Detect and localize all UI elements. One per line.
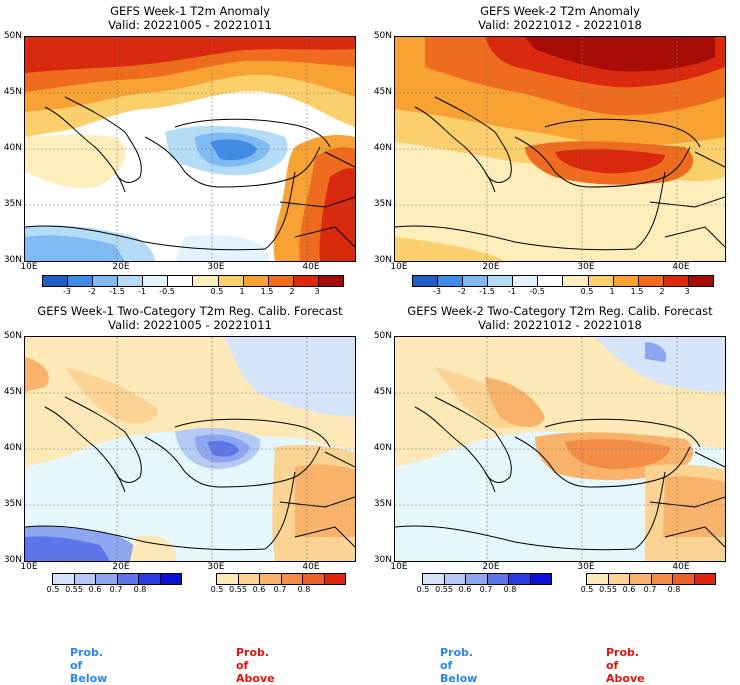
lat-label: 30N (373, 255, 392, 265)
panel-title: GEFS Week-1 Two-Category T2m Reg. Calib.… (37, 304, 343, 318)
colorbar-tick: 0.7 (109, 585, 123, 594)
colorbar-tick: 0.6 (458, 585, 472, 594)
lon-label: 10E (20, 262, 38, 272)
lon-label: 20E (112, 262, 130, 272)
colorbar-tick: -3 (63, 287, 71, 296)
lon-label: 20E (482, 562, 500, 572)
map-week1-probability (24, 336, 356, 562)
colorbar-tick: 0.55 (229, 585, 247, 594)
colorbar-tick: 2 (659, 287, 665, 296)
lon-label: 40E (302, 262, 320, 272)
colorbar-tick: -1.5 (479, 287, 495, 296)
lat-label: 30N (3, 255, 22, 265)
lat-label: 45N (373, 87, 392, 97)
colorbar-tick: -0.5 (529, 287, 545, 296)
lat-label: 35N (373, 199, 392, 209)
colorbar-tick: 0.8 (297, 585, 311, 594)
map-week2-probability (394, 336, 726, 562)
lon-label: 10E (390, 562, 408, 572)
panel-title: GEFS Week-1 T2m Anomaly (110, 4, 270, 18)
lon-label: 20E (482, 262, 500, 272)
colorbar-tick: 0.7 (643, 585, 657, 594)
colorbar-tick: 0.5 (210, 585, 224, 594)
colorbar-tick: 0.5 (46, 585, 60, 594)
colorbar-tick: 0.6 (252, 585, 266, 594)
colorbar-tick: 0.55 (65, 585, 83, 594)
lat-label: 40N (373, 143, 392, 153)
map-week2-anomaly (394, 36, 726, 262)
colorbar-tick: -2 (458, 287, 466, 296)
colorbar-tick: -0.5 (159, 287, 175, 296)
lon-label: 40E (672, 562, 690, 572)
colorbar-tick: 1.5 (260, 287, 274, 296)
colorbar-tick: -3 (433, 287, 441, 296)
anomaly-colorbar (412, 275, 714, 287)
colorbar-tick: 1 (609, 287, 615, 296)
colorbar-tick: 0.5 (416, 585, 430, 594)
prob-below-label: Prob. of Below (440, 646, 478, 685)
prob-below-colorbar (422, 573, 552, 585)
lon-label: 40E (302, 562, 320, 572)
colorbar-tick: 1.5 (630, 287, 644, 296)
colorbar-tick: 0.55 (599, 585, 617, 594)
colorbar-tick: 3 (314, 287, 320, 296)
colorbar-tick: -1 (138, 287, 146, 296)
lat-label: 50N (3, 331, 22, 341)
prob-below-label: Prob. of Below (70, 646, 108, 685)
panel-valid-dates: Valid: 20221005 - 20221011 (108, 318, 272, 332)
lon-label: 10E (20, 562, 38, 572)
colorbar-tick: 0.5 (580, 287, 594, 296)
panel-valid-dates: Valid: 20221005 - 20221011 (108, 18, 272, 32)
lon-label: 30E (207, 262, 225, 272)
lat-label: 45N (373, 387, 392, 397)
colorbar-tick: 0.5 (210, 287, 224, 296)
colorbar-tick: 1 (239, 287, 245, 296)
map-week1-anomaly (24, 36, 356, 262)
lon-label: 20E (112, 562, 130, 572)
colorbar-tick: 0.6 (88, 585, 102, 594)
colorbar-tick: 0.8 (667, 585, 681, 594)
lat-label: 30N (373, 555, 392, 565)
prob-above-label: Prob. of Above (606, 646, 645, 685)
colorbar-tick: 2 (289, 287, 295, 296)
colorbar-tick: 0.55 (435, 585, 453, 594)
colorbar-tick: -2 (88, 287, 96, 296)
lat-label: 30N (3, 555, 22, 565)
prob-above-colorbar (586, 573, 716, 585)
lon-label: 10E (390, 262, 408, 272)
colorbar-tick: 0.5 (580, 585, 594, 594)
prob-below-colorbar (52, 573, 182, 585)
colorbar-tick: 3 (684, 287, 690, 296)
lat-label: 50N (373, 31, 392, 41)
lat-label: 45N (3, 387, 22, 397)
lat-label: 40N (3, 443, 22, 453)
lat-label: 35N (3, 199, 22, 209)
lon-label: 30E (207, 562, 225, 572)
panel-title: GEFS Week-2 Two-Category T2m Reg. Calib.… (407, 304, 713, 318)
panel-valid-dates: Valid: 20221012 - 20221018 (478, 18, 642, 32)
lat-label: 50N (3, 31, 22, 41)
colorbar-tick: -1 (508, 287, 516, 296)
lon-label: 30E (577, 262, 595, 272)
lat-label: 45N (3, 87, 22, 97)
panel-valid-dates: Valid: 20221012 - 20221018 (478, 318, 642, 332)
colorbar-tick: 0.8 (133, 585, 147, 594)
lat-label: 35N (373, 499, 392, 509)
lat-label: 40N (373, 443, 392, 453)
colorbar-tick: 0.7 (273, 585, 287, 594)
colorbar-tick: 0.6 (622, 585, 636, 594)
panel-title: GEFS Week-2 T2m Anomaly (480, 4, 640, 18)
lon-label: 30E (577, 562, 595, 572)
prob-above-label: Prob. of Above (236, 646, 275, 685)
lat-label: 35N (3, 499, 22, 509)
colorbar-tick: -1.5 (109, 287, 125, 296)
colorbar-tick: 0.7 (479, 585, 493, 594)
prob-above-colorbar (216, 573, 346, 585)
lat-label: 40N (3, 143, 22, 153)
colorbar-tick: 0.8 (503, 585, 517, 594)
anomaly-colorbar (42, 275, 344, 287)
lat-label: 50N (373, 331, 392, 341)
lon-label: 40E (672, 262, 690, 272)
